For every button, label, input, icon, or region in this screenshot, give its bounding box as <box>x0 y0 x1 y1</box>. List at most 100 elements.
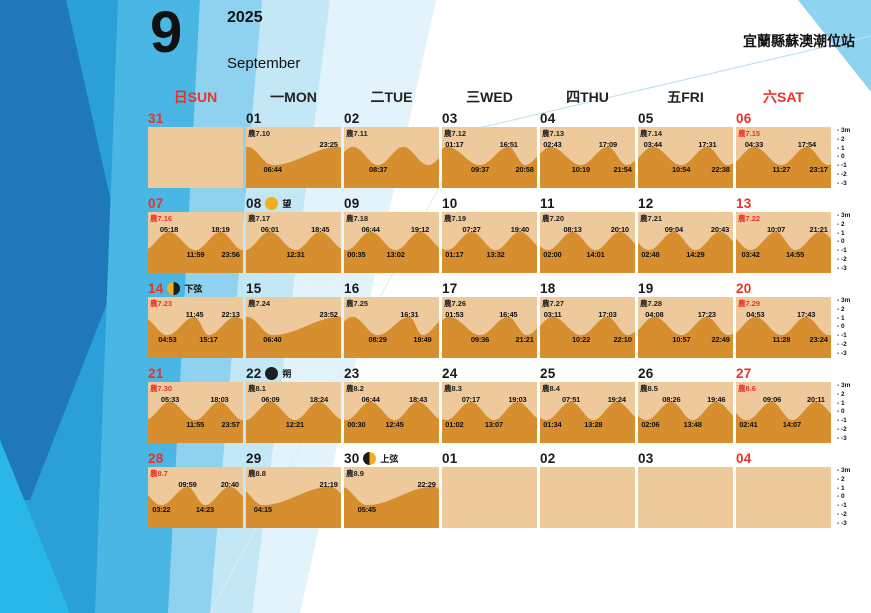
day-cell: 24 農8.3 07:17 19:03 01:02 13:07 <box>442 365 537 443</box>
day-header-line: 20 <box>736 280 831 297</box>
tide-chart: 農8.8 21:19 04:15 <box>246 467 341 528</box>
high-tide-time: 09:59 <box>178 480 197 489</box>
day-cell: 18 農7.27 03:11 17:03 10:22 22:10 <box>540 280 635 358</box>
high-tide-time: 17:43 <box>797 310 816 319</box>
high-tide-time: 23:52 <box>319 310 338 319</box>
low-tide-time: 12:45 <box>385 420 404 429</box>
day-header-line: 13 <box>736 195 831 212</box>
day-cell: 01 農7.10 23:25 06:44 <box>246 110 341 188</box>
day-cell: 02 農7.11 08:37 <box>344 110 439 188</box>
high-tide-time: 21:19 <box>319 480 338 489</box>
high-tide-time: 06:44 <box>361 395 380 404</box>
low-tide-time: 14:55 <box>785 250 805 259</box>
lunar-date: 農7.18 <box>346 214 369 223</box>
day-number: 21 <box>148 366 164 381</box>
day-number: 08 <box>246 196 262 211</box>
day-number: 19 <box>638 281 654 296</box>
low-tide-time: 22:10 <box>613 335 632 344</box>
weekday-fri: 五FRI <box>667 89 704 105</box>
high-tide-time: 18:03 <box>210 395 229 404</box>
week-row: 28 農8.7 09:59 20:40 03:22 14:23 29 農8.8 21:19 04:… <box>148 450 866 528</box>
tide-chart <box>148 127 243 188</box>
axis-tick-label: 2 <box>837 306 866 314</box>
tide-curve <box>246 486 341 528</box>
high-tide-time: 18:43 <box>408 395 428 404</box>
day-cell: 21 農7.30 05:33 18:03 11:55 23:57 <box>148 365 243 443</box>
tide-curve <box>246 401 341 443</box>
high-tide-time: 17:54 <box>797 140 816 149</box>
high-tide-time: 01:17 <box>445 140 464 149</box>
day-number: 02 <box>540 451 556 466</box>
low-tide-time: 13:07 <box>484 420 503 429</box>
station-name: 宜蘭縣蘇澳潮位站 <box>743 33 855 49</box>
day-cell: 27 農8.6 09:06 20:11 02:41 14:07 <box>736 365 831 443</box>
low-tide-time: 14:01 <box>586 250 605 259</box>
lunar-date: 農7.29 <box>738 299 761 308</box>
lunar-date: 農7.26 <box>444 299 467 308</box>
lunar-date: 農8.2 <box>346 384 364 393</box>
day-header-line: 09 <box>344 195 439 212</box>
high-tide-time: 16:45 <box>499 310 518 319</box>
axis-tick-label: 0 <box>837 409 866 416</box>
lunar-date: 農7.20 <box>542 214 565 223</box>
low-tide-time: 06:40 <box>263 335 282 344</box>
tide-curve <box>442 401 537 443</box>
high-tide-time: 06:01 <box>260 225 279 234</box>
tide-curve <box>344 146 439 188</box>
tide-chart: 農7.29 04:53 17:43 11:28 23:24 <box>736 297 831 358</box>
day-header-line: 10 <box>442 195 537 212</box>
high-tide-time: 19:46 <box>707 395 726 404</box>
high-tide-time: 07:51 <box>561 395 581 404</box>
axis-tick-label: -2 <box>837 341 866 349</box>
high-tide-time: 11:45 <box>185 310 204 319</box>
day-number: 10 <box>442 196 458 211</box>
tide-curve <box>246 146 341 188</box>
day-number: 31 <box>148 111 164 126</box>
axis-tick-label: 3m <box>837 212 866 220</box>
axis-tick-label: -3 <box>837 265 866 273</box>
day-header-line: 17 <box>442 280 537 297</box>
tide-depth-axis: 3m210-1-2-3 <box>834 212 866 273</box>
low-tide-time: 11:27 <box>772 165 791 174</box>
high-tide-time: 05:18 <box>159 225 179 234</box>
low-tide-time: 20:58 <box>515 165 534 174</box>
low-tide-time: 19:49 <box>413 335 432 344</box>
low-tide-time: 21:21 <box>515 335 534 344</box>
day-header-line: 23 <box>344 365 439 382</box>
tide-chart: 農8.6 09:06 20:11 02:41 14:07 <box>736 382 831 443</box>
tide-curve <box>148 401 243 443</box>
axis-tick-label: 2 <box>837 391 866 399</box>
lunar-date: 農7.19 <box>444 214 467 223</box>
day-header-line: 15 <box>246 280 341 297</box>
weekday-thu: 四THU <box>566 89 609 105</box>
day-number: 09 <box>344 196 360 211</box>
high-tide-time: 07:27 <box>462 225 481 234</box>
lunar-date: 農7.21 <box>640 214 663 223</box>
high-tide-time: 05:33 <box>160 395 180 404</box>
day-number: 03 <box>638 451 654 466</box>
low-tide-time: 14:07 <box>782 420 801 429</box>
high-tide-time: 06:44 <box>361 225 380 234</box>
day-cell: 10 農7.19 07:27 19:40 01:17 13:32 <box>442 195 537 273</box>
tide-curve <box>540 146 635 188</box>
low-tide-time: 13:02 <box>386 250 405 259</box>
day-cell: 26 農8.5 08:26 19:46 02:06 13:48 <box>638 365 733 443</box>
tide-curve <box>736 401 831 443</box>
axis-tick-label: 0 <box>837 494 866 501</box>
day-cell: 03 <box>638 450 733 528</box>
day-header-line: 30 上弦 <box>344 450 439 467</box>
axis-tick-label: 3m <box>837 467 866 475</box>
tide-curve <box>246 231 341 273</box>
day-header-line: 29 <box>246 450 341 467</box>
high-tide-time: 16:31 <box>400 310 419 319</box>
high-tide-time: 08:26 <box>662 395 681 404</box>
tide-depth-axis: 3m210-1-2-3 <box>834 127 866 188</box>
lunar-date: 農8.7 <box>150 469 168 478</box>
low-tide-time: 13:32 <box>486 250 505 259</box>
high-tide-time: 10:07 <box>766 225 786 234</box>
low-tide-time: 02:48 <box>641 250 660 259</box>
high-tide-time: 18:24 <box>309 395 328 404</box>
low-tide-time: 02:00 <box>543 250 562 259</box>
tide-chart: 農7.17 06:01 18:45 12:31 <box>246 212 341 273</box>
tide-chart <box>736 467 831 528</box>
